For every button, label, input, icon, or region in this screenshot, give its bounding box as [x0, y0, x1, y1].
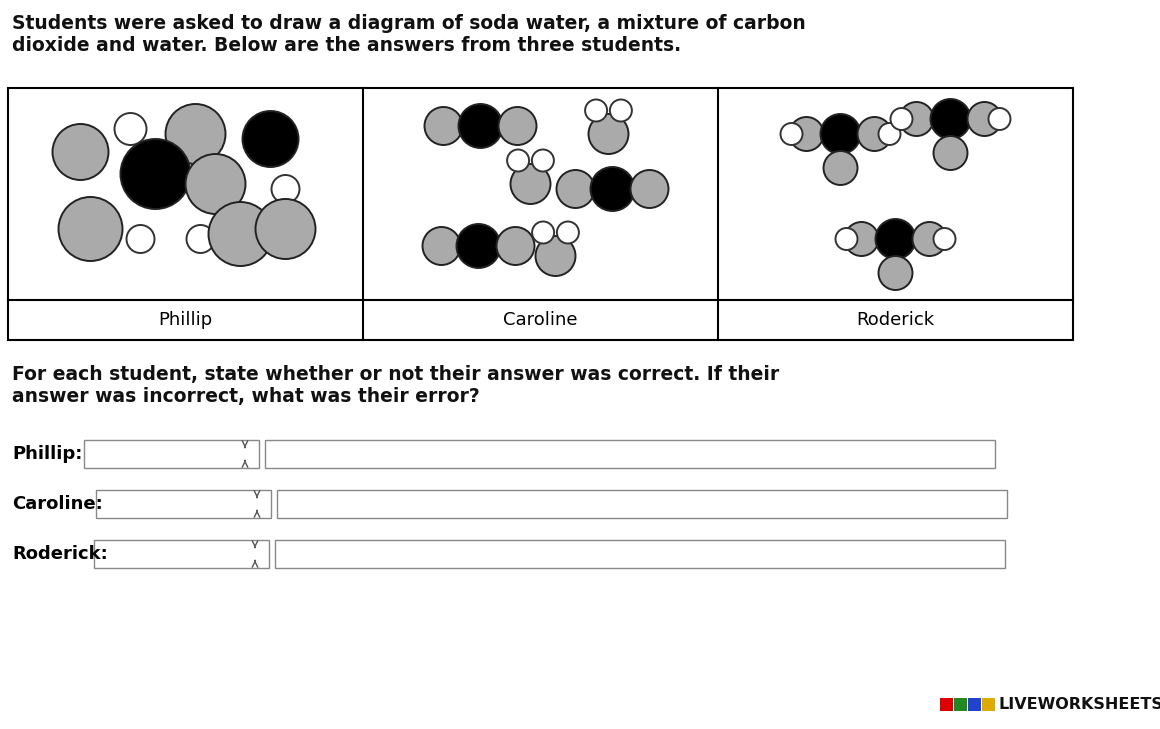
Text: LIVEWORKSHEETS: LIVEWORKSHEETS [999, 697, 1160, 712]
Circle shape [499, 107, 536, 145]
Circle shape [781, 123, 803, 145]
Text: Caroline: Caroline [503, 311, 578, 329]
Text: Roderick: Roderick [856, 311, 935, 329]
Bar [967, 698, 981, 711]
Circle shape [934, 228, 956, 250]
Circle shape [536, 236, 575, 276]
Circle shape [166, 104, 225, 164]
Bar [277, 490, 1007, 518]
Circle shape [967, 102, 1001, 136]
Circle shape [115, 113, 146, 145]
Text: Phillip: Phillip [159, 311, 212, 329]
Bar [275, 540, 1005, 568]
Circle shape [820, 114, 861, 154]
Circle shape [844, 222, 878, 256]
Circle shape [187, 225, 215, 253]
Circle shape [835, 228, 857, 250]
Circle shape [507, 149, 529, 171]
Text: For each student, state whether or not their answer was correct. If their
answer: For each student, state whether or not t… [12, 365, 780, 406]
Circle shape [255, 199, 316, 259]
Bar [983, 698, 995, 711]
Circle shape [532, 222, 554, 243]
Bar [96, 490, 271, 518]
Circle shape [891, 108, 913, 130]
Circle shape [510, 164, 551, 204]
Circle shape [532, 149, 554, 171]
Circle shape [824, 151, 857, 185]
Circle shape [930, 99, 971, 139]
Circle shape [557, 222, 579, 243]
Circle shape [876, 219, 915, 259]
Text: Students were asked to draw a diagram of soda water, a mixture of carbon
dioxide: Students were asked to draw a diagram of… [12, 14, 806, 55]
Circle shape [899, 102, 934, 136]
Circle shape [186, 154, 246, 214]
Circle shape [588, 114, 629, 154]
Circle shape [209, 202, 273, 266]
Text: Roderick:: Roderick: [12, 545, 108, 563]
Text: Caroline:: Caroline: [12, 495, 103, 513]
Circle shape [790, 117, 824, 151]
Circle shape [242, 111, 298, 167]
Circle shape [610, 99, 632, 122]
Circle shape [425, 107, 463, 145]
Circle shape [458, 104, 502, 148]
Bar [8, 88, 1073, 340]
Text: Phillip:: Phillip: [12, 445, 82, 463]
Circle shape [857, 117, 892, 151]
Circle shape [121, 139, 190, 209]
Circle shape [988, 108, 1010, 130]
Circle shape [422, 227, 461, 265]
Circle shape [878, 256, 913, 290]
Circle shape [496, 227, 535, 265]
Bar [94, 540, 269, 568]
Circle shape [52, 124, 109, 180]
Circle shape [58, 197, 123, 261]
Bar [264, 440, 995, 468]
Circle shape [631, 170, 668, 208]
Bar [954, 698, 967, 711]
Circle shape [590, 167, 635, 211]
Circle shape [878, 123, 900, 145]
Circle shape [913, 222, 947, 256]
Bar [84, 440, 259, 468]
Bar [940, 698, 954, 711]
Circle shape [457, 224, 500, 268]
Circle shape [585, 99, 607, 122]
Circle shape [271, 175, 299, 203]
Circle shape [557, 170, 594, 208]
Circle shape [126, 225, 154, 253]
Circle shape [934, 136, 967, 170]
